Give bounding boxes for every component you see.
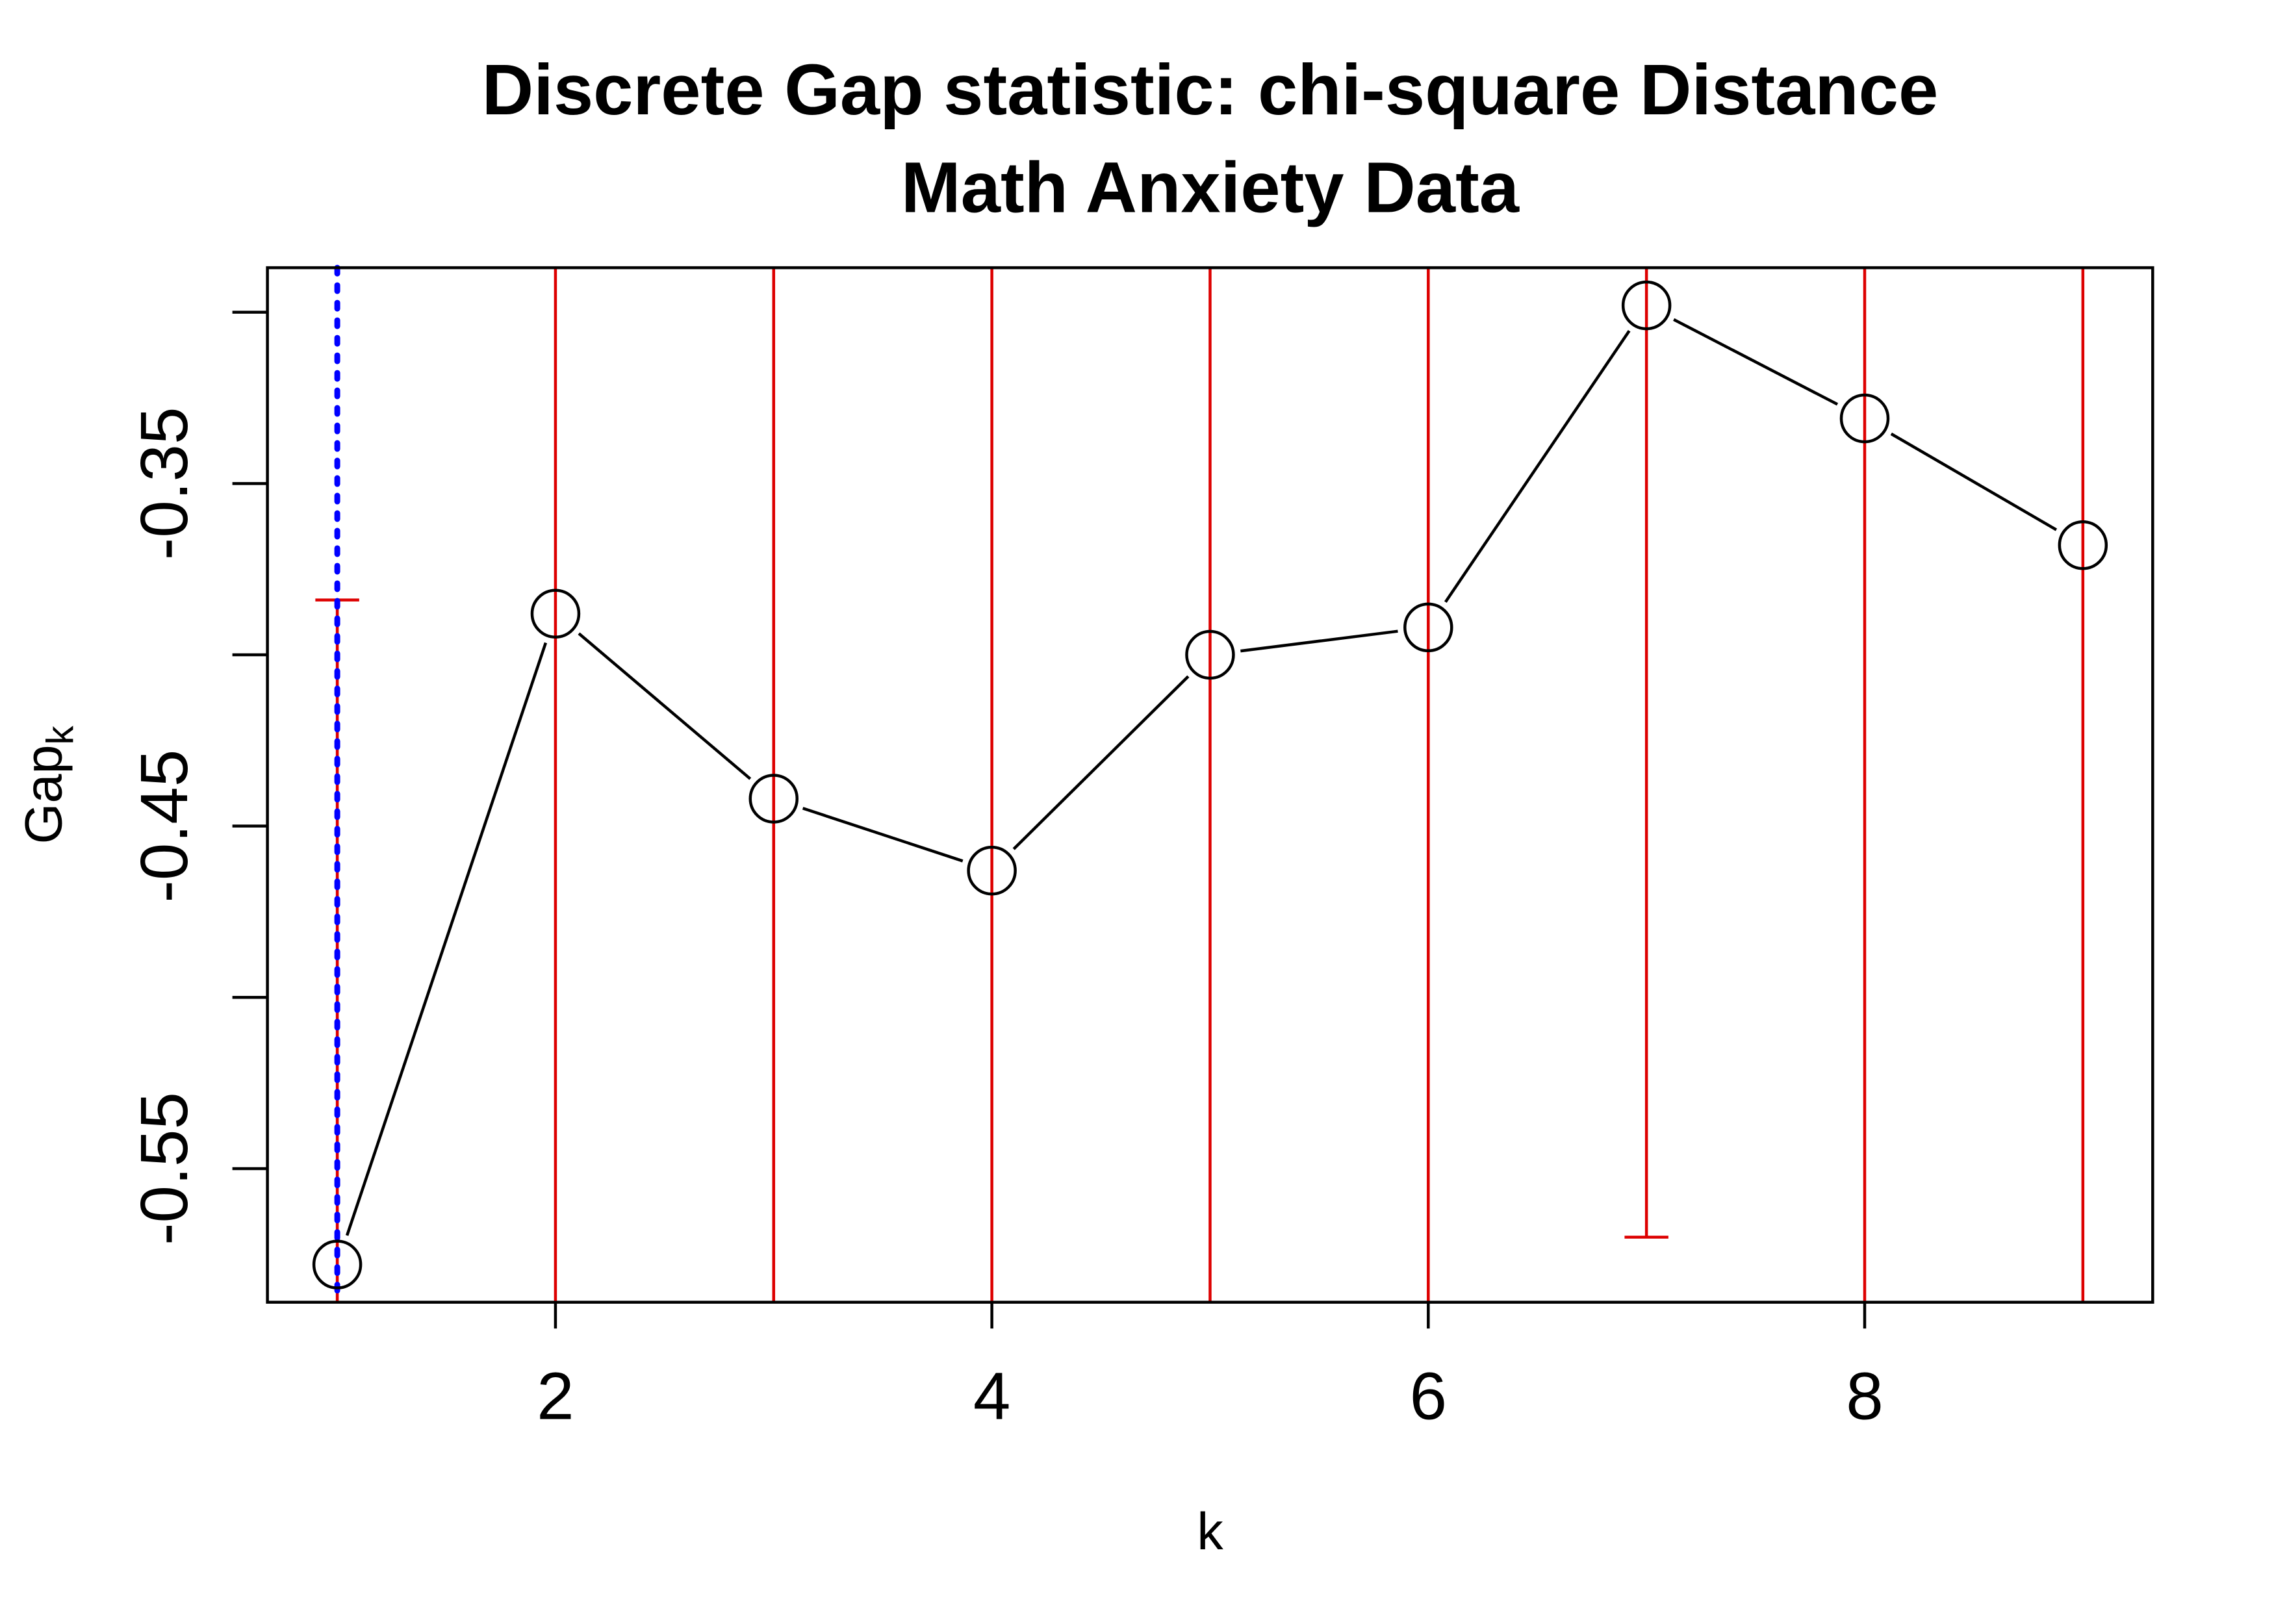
data-point xyxy=(312,1239,363,1289)
series-line-segment xyxy=(1673,318,1839,406)
x-tick-label: 8 xyxy=(1846,1358,1884,1434)
data-point xyxy=(1403,602,1453,653)
x-axis-label: k xyxy=(1197,1503,1223,1561)
y-axis-label-subscript: k xyxy=(39,725,81,744)
series-line-segment xyxy=(345,642,548,1236)
y-axis-label: Gapk xyxy=(14,725,81,844)
data-point xyxy=(530,589,581,639)
series-line-segment xyxy=(1240,629,1398,653)
y-tick-label: -0.45 xyxy=(126,750,201,903)
x-tick-label: 6 xyxy=(1410,1358,1448,1434)
series-line-segment xyxy=(1890,432,2058,531)
series-line-segment xyxy=(1444,329,1631,603)
data-point xyxy=(2058,520,2108,570)
x-tick-label: 2 xyxy=(537,1358,574,1434)
series-line-segment xyxy=(802,807,964,863)
plot-frame xyxy=(266,266,2154,1304)
data-point xyxy=(1621,280,1672,331)
series-line-segment xyxy=(578,632,752,780)
data-point xyxy=(1185,629,1235,680)
svg-text:Gapk: Gapk xyxy=(14,725,81,844)
chart-title: Discrete Gap statistic: chi-square Dista… xyxy=(482,50,1939,130)
y-tick-label: -0.35 xyxy=(126,407,201,560)
data-point xyxy=(1839,393,1890,444)
data-point xyxy=(967,845,1017,896)
series-line-segment xyxy=(1012,675,1190,850)
chart-subtitle: Math Anxiety Data xyxy=(901,148,1520,228)
y-tick-label: -0.55 xyxy=(126,1092,201,1245)
y-axis-label-main: Gap xyxy=(14,744,73,844)
x-tick-label: 4 xyxy=(973,1358,1011,1434)
data-point xyxy=(748,774,799,824)
